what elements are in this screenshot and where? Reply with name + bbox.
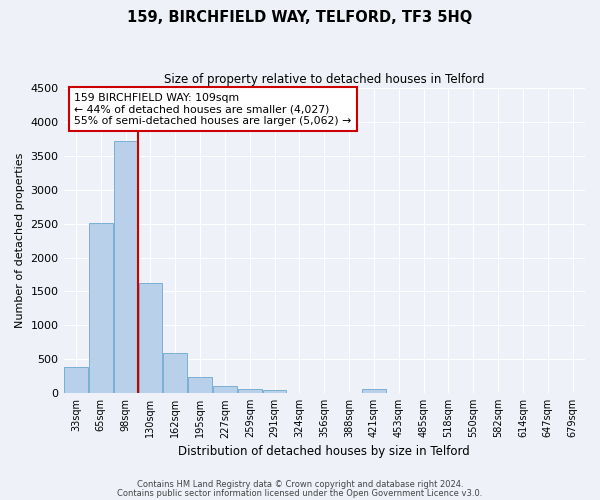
Bar <box>213 386 237 393</box>
Bar <box>139 282 162 393</box>
Bar <box>362 390 386 393</box>
X-axis label: Distribution of detached houses by size in Telford: Distribution of detached houses by size … <box>178 444 470 458</box>
Text: Contains public sector information licensed under the Open Government Licence v3: Contains public sector information licen… <box>118 488 482 498</box>
Bar <box>263 390 286 393</box>
Bar <box>89 223 113 393</box>
Bar <box>163 352 187 393</box>
Text: Contains HM Land Registry data © Crown copyright and database right 2024.: Contains HM Land Registry data © Crown c… <box>137 480 463 489</box>
Bar <box>64 366 88 393</box>
Bar <box>114 141 137 393</box>
Text: 159, BIRCHFIELD WAY, TELFORD, TF3 5HQ: 159, BIRCHFIELD WAY, TELFORD, TF3 5HQ <box>127 10 473 25</box>
Y-axis label: Number of detached properties: Number of detached properties <box>15 153 25 328</box>
Bar <box>238 389 262 393</box>
Title: Size of property relative to detached houses in Telford: Size of property relative to detached ho… <box>164 72 485 86</box>
Bar <box>188 376 212 393</box>
Text: 159 BIRCHFIELD WAY: 109sqm
← 44% of detached houses are smaller (4,027)
55% of s: 159 BIRCHFIELD WAY: 109sqm ← 44% of deta… <box>74 92 351 126</box>
